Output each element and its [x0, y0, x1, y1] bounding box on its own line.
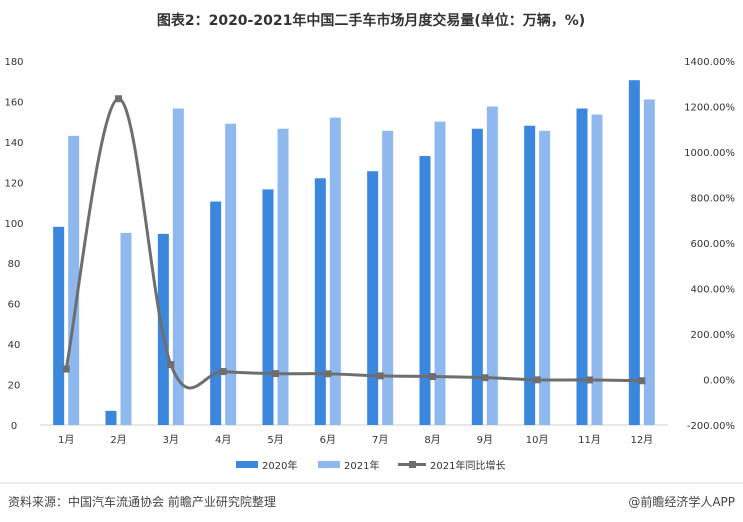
y-right-tick-label: 400.00% [691, 285, 736, 296]
line-point-growth-2021 [429, 373, 436, 381]
bar-series-2020 [628, 80, 640, 425]
chart-bars [53, 80, 655, 426]
bar-series-2021 [434, 121, 446, 426]
y-right-tick-label: 1000.00% [684, 148, 735, 159]
y-left-tick-label: 0 [11, 421, 17, 432]
line-point-growth-2021 [586, 376, 593, 384]
bar-series-2020 [576, 108, 588, 426]
bar-series-2021 [486, 106, 498, 425]
y-right-tick-labels: -200.00% 0.00% 200.00% 400.00% 600.00% 800.00… [684, 57, 735, 432]
line-point-growth-2021 [115, 95, 122, 103]
bar-series-2020 [53, 226, 65, 425]
bar-series-2021 [68, 135, 80, 426]
line-point-growth-2021 [62, 365, 70, 373]
x-tick-label: 4月 [215, 434, 231, 446]
chart-line-series [62, 95, 646, 390]
line-point-growth-2021 [533, 376, 541, 384]
x-tick-label: 2月 [110, 434, 126, 446]
y-right-tick-label: 1200.00% [684, 103, 735, 114]
x-tick-label: 5月 [267, 434, 283, 446]
y-left-tick-label: 140 [4, 138, 23, 149]
bar-series-2021 [120, 232, 132, 425]
line-point-growth-2021 [272, 370, 279, 378]
bar-series-2021 [225, 123, 237, 425]
x-tick-label: 6月 [320, 434, 336, 446]
bar-series-2021 [539, 130, 551, 425]
bar-series-2021 [643, 99, 655, 425]
x-tick-label: 10月 [526, 434, 549, 446]
x-tick-label: 1月 [58, 434, 74, 446]
bar-series-2020 [471, 128, 483, 425]
bar-series-2020 [210, 201, 222, 425]
x-tick-label: 12月 [630, 434, 653, 446]
footer-source: 资料来源：中国汽车流通协会 前瞻产业研究院整理 [8, 494, 276, 509]
legend-marker [409, 461, 416, 468]
bar-series-2020 [314, 178, 326, 425]
chart-legend: 2020年 2021年 2021年同比增长 [236, 459, 505, 472]
x-tick-label: 11月 [578, 434, 601, 446]
bar-series-2021 [329, 117, 341, 425]
bar-series-2021 [172, 108, 184, 426]
x-tick-label: 9月 [477, 434, 493, 446]
y-left-tick-label: 80 [8, 259, 21, 270]
y-left-tick-label: 160 [4, 97, 23, 108]
x-tick-label: 8月 [424, 434, 440, 446]
y-left-tick-label: 120 [4, 178, 23, 189]
y-right-tick-label: 800.00% [691, 194, 736, 205]
bar-series-2020 [367, 171, 379, 425]
legend-swatch [236, 461, 258, 468]
y-left-tick-label: 60 [8, 300, 21, 311]
y-right-tick-label: 600.00% [691, 239, 736, 250]
line-growth-2021 [64, 97, 642, 390]
line-point-growth-2021 [167, 361, 175, 369]
bar-series-2020 [105, 410, 117, 425]
y-left-tick-label: 100 [4, 219, 23, 230]
y-right-tick-label: -200.00% [687, 421, 735, 432]
legend-swatch [318, 461, 340, 468]
bar-series-2021 [277, 128, 289, 425]
line-point-growth-2021 [481, 374, 489, 382]
bar-series-2020 [262, 189, 274, 425]
bar-series-2020 [524, 125, 536, 425]
y-right-tick-label: 1400.00% [684, 57, 735, 68]
x-tick-label: 3月 [163, 434, 179, 446]
bar-series-2021 [382, 130, 394, 425]
line-point-growth-2021 [376, 372, 384, 380]
bar-series-2020 [419, 156, 431, 426]
y-left-tick-label: 180 [4, 57, 23, 68]
chart-title: 图表2：2020-2021年中国二手车市场月度交易量(单位：万辆，%) [157, 12, 585, 29]
line-point-growth-2021 [324, 370, 332, 378]
y-left-tick-label: 20 [8, 381, 21, 392]
bar-series-2021 [591, 114, 603, 425]
line-point-growth-2021 [219, 368, 227, 376]
x-tick-label: 7月 [372, 434, 388, 446]
y-right-tick-label: 0.00% [703, 376, 735, 387]
legend-label: 2021年同比增长 [430, 459, 505, 472]
footer-brand: @前瞻经济学人APP [628, 494, 735, 509]
legend-label: 2020年 [262, 459, 297, 472]
legend-label: 2021年 [344, 459, 379, 472]
x-axis-tick-labels: 1月 2月 3月 4月 5月 6月 7月 8月 9月 10月 11月 12月 [58, 434, 653, 446]
y-left-tick-labels: 0 20 40 60 80 100 120 140 160 180 [4, 57, 23, 432]
y-right-tick-label: 200.00% [691, 330, 736, 341]
line-point-growth-2021 [638, 377, 646, 385]
y-left-tick-label: 40 [8, 340, 21, 351]
